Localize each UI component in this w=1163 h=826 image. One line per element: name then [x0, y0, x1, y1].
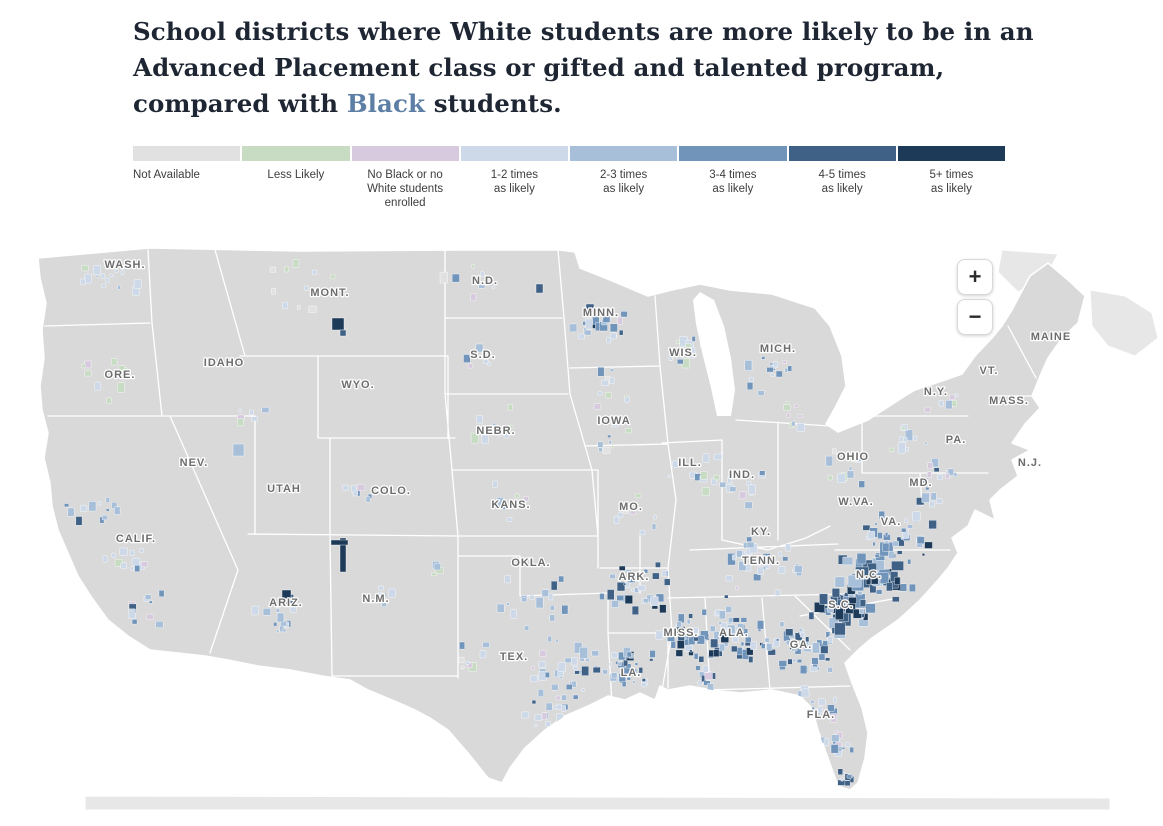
foreign-land [1089, 289, 1159, 357]
legend-label-3: 1-2 times as likely [490, 169, 539, 195]
state-label-mo: MO. [619, 501, 643, 513]
title-line-2: Advanced Placement class or gifted and t… [133, 53, 945, 82]
state-label-ohio: OHIO [837, 451, 869, 463]
title-line-1: School districts where White students ar… [133, 17, 1034, 46]
state-label-wva: W.VA. [838, 496, 873, 508]
page-title: School districts where White students ar… [133, 14, 1043, 122]
legend-swatch-3 [460, 146, 568, 161]
state-label-maine: MAINE [1031, 331, 1071, 343]
state-label-utah: UTAH [267, 483, 301, 495]
state-label-kans: KANS. [491, 499, 530, 511]
state-label-sd: S.D. [470, 349, 495, 361]
title-line-3-post: students. [425, 89, 562, 118]
title-highlight-black: Black [346, 89, 426, 118]
state-label-ga: GA. [790, 639, 813, 651]
legend-label-7: 5+ times as likely [929, 169, 974, 195]
state-label-mich: MICH. [760, 343, 796, 355]
state-label-iowa: IOWA [597, 415, 630, 427]
state-label-nebr: NEBR. [476, 425, 515, 437]
state-label-md: MD. [909, 477, 932, 489]
state-label-pa: PA. [946, 434, 967, 446]
state-label-nd: N.D. [472, 275, 498, 287]
title-line-3: compared with Black students. [133, 86, 1043, 122]
state-label-minn: MINN. [583, 307, 619, 319]
legend-swatch-7 [897, 146, 1005, 161]
legend-swatch-4 [570, 146, 678, 161]
map-canvas[interactable]: WASH. MONT. N.D. MINN. ORE. IDAHO S.D. WIS. MICH… [0, 238, 1163, 810]
state-label-ny: N.Y. [924, 386, 948, 398]
state-label-tenn: TENN. [742, 555, 780, 567]
zoom-in-button[interactable]: + [957, 259, 993, 295]
state-label-ore: ORE. [105, 369, 136, 381]
state-label-nm: N.M. [362, 593, 389, 605]
zoom-out-button[interactable]: − [957, 299, 993, 335]
foreign-land [84, 795, 1111, 810]
legend-label-row: Not Available Less Likely No Black or no W… [133, 168, 1005, 210]
state-label-va: VA. [881, 516, 902, 528]
legend-swatch-5 [679, 146, 787, 161]
state-label-la: LA. [621, 667, 642, 679]
legend-label-0: Not Available [133, 169, 200, 181]
state-label-colo: COLO. [371, 485, 411, 497]
state-label-wis: WIS. [669, 347, 697, 359]
legend-label-2: No Black or no White students enrolled [367, 169, 444, 209]
state-label-wyo: WYO. [341, 379, 374, 391]
title-line-3-pre: compared with [133, 89, 347, 118]
state-label-mont: MONT. [310, 287, 349, 299]
state-label-nc: N.C. [856, 569, 882, 581]
legend-label-4: 2-3 times as likely [599, 169, 648, 195]
state-label-nj: N.J. [1018, 457, 1042, 469]
legend-swatch-6 [788, 146, 896, 161]
state-label-miss: MISS. [664, 627, 699, 639]
legend-label-1: Less Likely [267, 169, 325, 181]
state-label-ariz: ARIZ. [269, 597, 303, 609]
legend-swatch-1 [242, 146, 350, 161]
legend-label-6: 4-5 times as likely [818, 169, 866, 195]
state-label-nev: NEV. [180, 457, 209, 469]
state-label-sc: S.C. [828, 599, 853, 611]
legend-label-5: 3-4 times as likely [709, 169, 757, 195]
legend-swatch-row [133, 146, 1005, 161]
state-label-vt: VT. [980, 365, 999, 377]
state-label-fla: FLA. [807, 709, 835, 721]
map: WASH. MONT. N.D. MINN. ORE. IDAHO S.D. WIS. MICH… [0, 238, 1163, 810]
legend-swatch-0 [133, 146, 241, 161]
state-label-ark: ARK. [619, 571, 650, 583]
state-label-mass: MASS. [989, 395, 1029, 407]
state-label-ill: ILL. [678, 457, 702, 469]
state-label-idaho: IDAHO [204, 357, 244, 369]
state-label-calif: CALIF. [116, 533, 156, 545]
zoom-controls: + − [957, 259, 993, 335]
state-label-ky: KY. [751, 526, 771, 538]
legend: Not Available Less Likely No Black or no W… [133, 146, 1005, 210]
state-label-wash: WASH. [104, 259, 145, 271]
state-label-okla: OKLA. [511, 557, 550, 569]
state-label-ala: ALA. [719, 627, 749, 639]
district-layer [44, 249, 1039, 786]
legend-swatch-2 [351, 146, 459, 161]
state-label-ind: IND. [729, 469, 755, 481]
state-label-tex: TEX. [500, 651, 528, 663]
